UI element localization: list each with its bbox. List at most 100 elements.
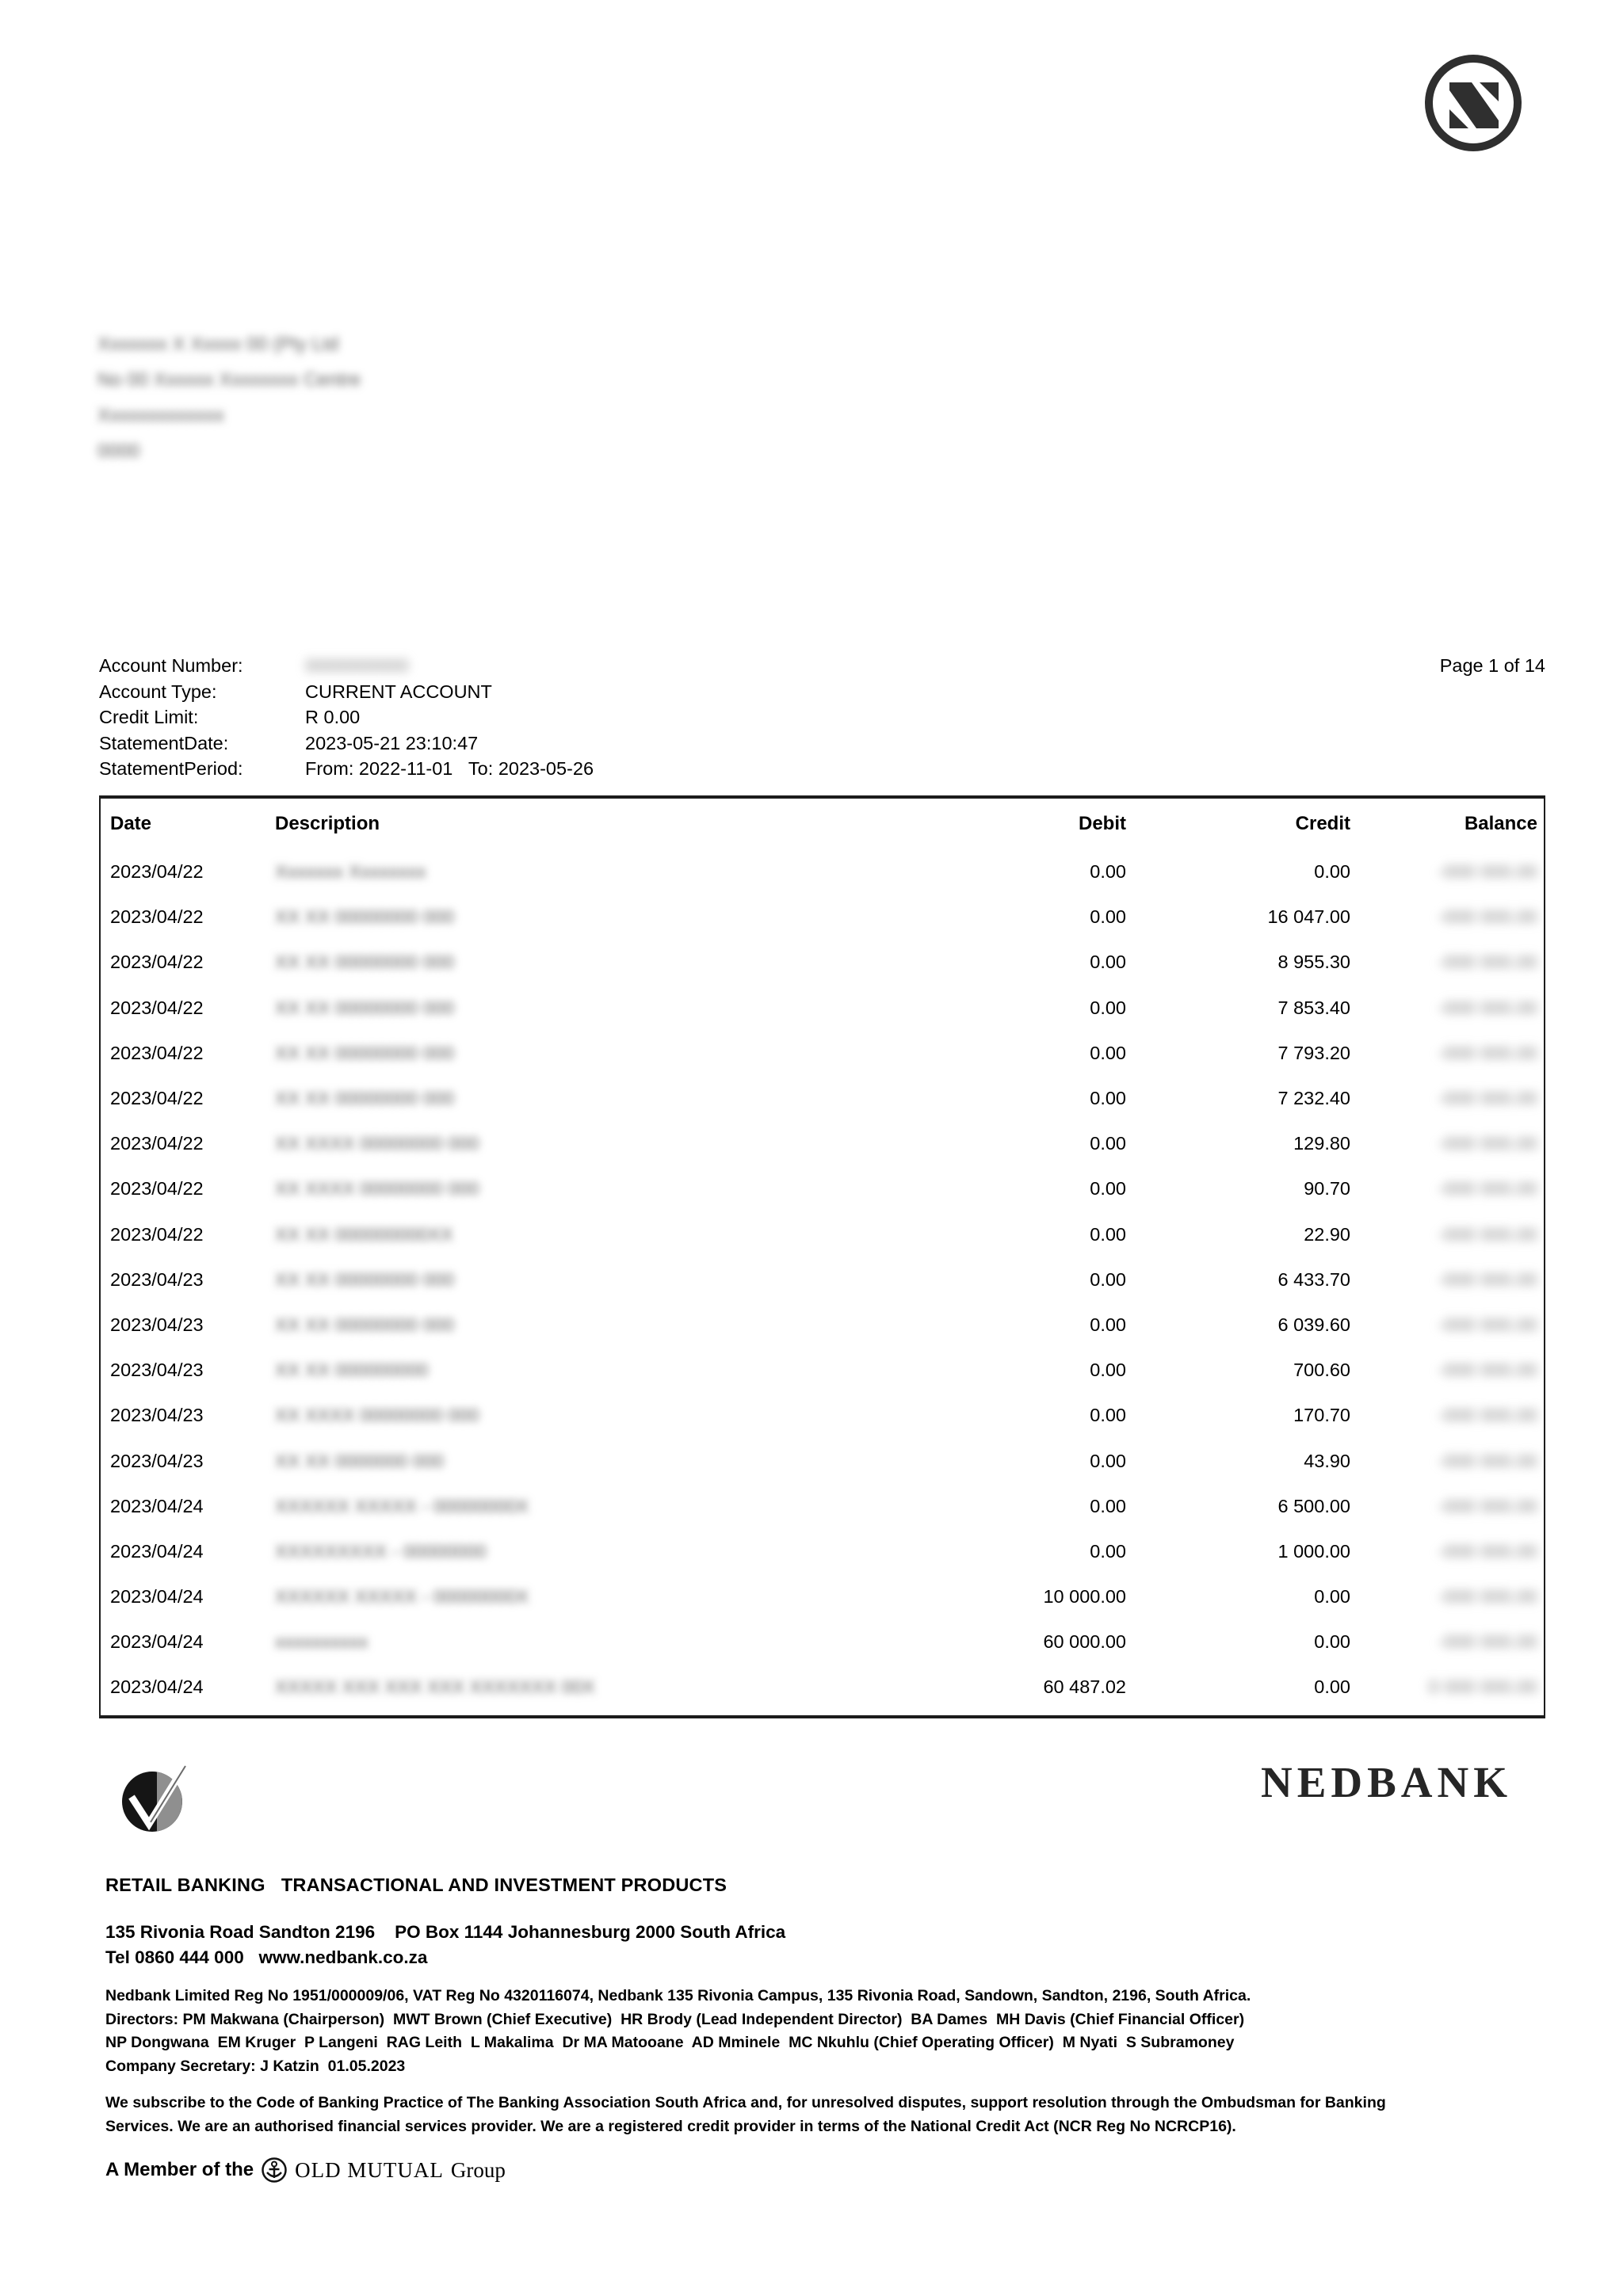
cell-credit: 1 000.00 bbox=[1277, 1540, 1350, 1562]
legal-text: Nedbank Limited Reg No 1951/000009/06, V… bbox=[105, 1985, 1500, 2078]
table-row: 2023/04/24 XXXXXXXXX - 00000000 0.00 1 0… bbox=[101, 1529, 1544, 1574]
cell-description-redacted: XX XXXX 00000000 000 bbox=[275, 1405, 479, 1426]
cell-date: 2023/04/22 bbox=[110, 1133, 204, 1154]
table-row: 2023/04/22 XX XX 00000000 000 0.00 7 793… bbox=[101, 1031, 1544, 1076]
table-row: 2023/04/22 XX XXXX 00000000 000 0.00 90.… bbox=[101, 1166, 1544, 1211]
cell-description-redacted: XX XX 000000000 bbox=[275, 1360, 429, 1381]
legal-line: Nedbank Limited Reg No 1951/000009/06, V… bbox=[105, 1987, 1251, 2004]
cell-description-redacted: XX XXXX 00000000 000 bbox=[275, 1178, 479, 1199]
cell-credit: 90.70 bbox=[1304, 1178, 1350, 1199]
cell-description-redacted: XX XX 00000000 000 bbox=[275, 906, 455, 928]
cell-credit: 7 853.40 bbox=[1277, 997, 1350, 1018]
cell-balance-redacted: -000 000.00 bbox=[1438, 1586, 1537, 1608]
cell-credit: 6 500.00 bbox=[1277, 1495, 1350, 1516]
cell-date: 2023/04/22 bbox=[110, 952, 204, 973]
cell-credit: 6 039.60 bbox=[1277, 1314, 1350, 1335]
cell-debit: 0.00 bbox=[1090, 1495, 1126, 1516]
cell-debit: 0.00 bbox=[1090, 861, 1126, 883]
recipient-address-redacted: Xxxxxxx X Xxxxx 00 (Pty Ltd No 00 Xxxxxx… bbox=[97, 326, 361, 469]
disclaimer-line: Services. We are an authorised financial… bbox=[105, 2117, 1236, 2135]
table-header-row: Date Description Debit Credit Balance bbox=[101, 799, 1544, 849]
page-indicator: Page 1 of 14 bbox=[1439, 655, 1545, 676]
legal-line: Company Secretary: J Katzin 01.05.2023 bbox=[105, 2057, 406, 2075]
cell-debit: 0.00 bbox=[1090, 1042, 1126, 1063]
table-row: 2023/04/22 Xxxxxxx Xxxxxxxx 0.00 0.00 -0… bbox=[101, 849, 1544, 894]
cell-description-redacted: XX XX 00000000 000 bbox=[275, 1088, 455, 1109]
account-type-row: Account Type: CURRENT ACCOUNT bbox=[99, 679, 594, 705]
cell-date: 2023/04/24 bbox=[110, 1586, 204, 1608]
cell-balance-redacted: -000 000.00 bbox=[1438, 1631, 1537, 1653]
cell-debit: 0.00 bbox=[1090, 1178, 1126, 1199]
cell-debit: 60 000.00 bbox=[1043, 1631, 1126, 1653]
member-suffix: Group bbox=[450, 2157, 506, 2182]
cell-debit: 0.00 bbox=[1090, 1223, 1126, 1245]
recipient-line: Xxxxxxx X Xxxxx 00 (Pty Ltd bbox=[97, 334, 339, 355]
cell-debit: 0.00 bbox=[1090, 1540, 1126, 1562]
column-header-description: Description bbox=[275, 813, 380, 834]
cell-description-redacted: XX XX 00000000 000 bbox=[275, 1268, 455, 1290]
cell-balance-redacted: -000 000.00 bbox=[1438, 861, 1537, 883]
cell-debit: 0.00 bbox=[1090, 1268, 1126, 1290]
cell-debit: 0.00 bbox=[1090, 1133, 1126, 1154]
cell-description-redacted: XX XX 0000000 000 bbox=[275, 1450, 444, 1471]
cell-description-redacted: XXXXXXXXX - 00000000 bbox=[275, 1540, 487, 1562]
cell-balance-redacted: -000 000.00 bbox=[1438, 1450, 1537, 1471]
account-type-value: CURRENT ACCOUNT bbox=[305, 681, 492, 702]
table-row: 2023/04/23 XX XX 00000000 000 0.00 6 433… bbox=[101, 1257, 1544, 1302]
cell-balance-redacted: -000 000.00 bbox=[1438, 1360, 1537, 1381]
cell-credit: 0.00 bbox=[1314, 861, 1350, 883]
column-header-balance: Balance bbox=[1464, 813, 1537, 834]
cell-description-redacted: XX XXXX 00000000 000 bbox=[275, 1133, 479, 1154]
cell-description-redacted: XXXXXX XXXXX - 00000000X bbox=[275, 1586, 529, 1608]
cell-credit: 7 232.40 bbox=[1277, 1088, 1350, 1109]
table-row: 2023/04/24 xxxxxxxxxx 60 000.00 0.00 -00… bbox=[101, 1619, 1544, 1665]
division-line: RETAIL BANKING TRANSACTIONAL AND INVESTM… bbox=[105, 1875, 727, 1895]
statement-date-label: StatementDate: bbox=[99, 732, 229, 753]
cell-balance-redacted: -000 000.00 bbox=[1438, 997, 1537, 1018]
cell-credit: 0.00 bbox=[1314, 1586, 1350, 1608]
old-mutual-wordmark: OLD MUTUAL bbox=[295, 2157, 444, 2182]
cell-balance-redacted: -000 000.00 bbox=[1438, 1314, 1537, 1335]
statement-period-value: From: 2022-11-01 To: 2023-05-26 bbox=[305, 758, 594, 779]
cell-balance-redacted: 0 000 000.00 bbox=[1428, 1676, 1537, 1698]
cell-balance-redacted: -000 000.00 bbox=[1438, 1042, 1537, 1063]
column-header-date: Date bbox=[110, 813, 152, 834]
disclaimer-text: We subscribe to the Code of Banking Prac… bbox=[105, 2092, 1516, 2138]
cell-debit: 10 000.00 bbox=[1043, 1586, 1126, 1608]
footer-address-line: 135 Rivonia Road Sandton 2196 PO Box 114… bbox=[105, 1922, 786, 1942]
account-number-value-redacted: 0000000000 bbox=[305, 655, 409, 676]
statement-table: Date Description Debit Credit Balance 20… bbox=[99, 795, 1545, 1718]
table-row: 2023/04/24 XXXXXX XXXXX - 00000000X 10 0… bbox=[101, 1574, 1544, 1619]
legal-line: Directors: PM Makwana (Chairperson) MWT … bbox=[105, 2010, 1245, 2028]
cell-date: 2023/04/23 bbox=[110, 1314, 204, 1335]
cell-balance-redacted: -000 000.00 bbox=[1438, 1178, 1537, 1199]
cell-debit: 60 487.02 bbox=[1043, 1676, 1126, 1698]
old-mutual-emblem-icon bbox=[262, 2157, 287, 2183]
account-type-label: Account Type: bbox=[99, 681, 217, 702]
cell-credit: 43.90 bbox=[1304, 1450, 1350, 1471]
cell-balance-redacted: -000 000.00 bbox=[1438, 1540, 1537, 1562]
cell-date: 2023/04/23 bbox=[110, 1268, 204, 1290]
statement-date-value: 2023-05-21 23:10:47 bbox=[305, 732, 479, 753]
cell-description-redacted: XXXXX XXX XXX XXX XXXXXXX 00X bbox=[275, 1676, 595, 1698]
statement-date-row: StatementDate: 2023-05-21 23:10:47 bbox=[99, 730, 594, 757]
cell-credit: 16 047.00 bbox=[1267, 906, 1350, 928]
cell-credit: 8 955.30 bbox=[1277, 952, 1350, 973]
cell-credit: 700.60 bbox=[1293, 1360, 1350, 1381]
column-header-credit: Credit bbox=[1295, 813, 1350, 834]
cell-balance-redacted: -000 000.00 bbox=[1438, 1133, 1537, 1154]
statement-period-row: StatementPeriod: From: 2022-11-01 To: 20… bbox=[99, 756, 594, 782]
member-prefix: A Member of the bbox=[105, 2159, 254, 2180]
recipient-line: Xxxxxxxxxxxxx bbox=[97, 405, 225, 426]
cell-credit: 22.90 bbox=[1304, 1223, 1350, 1245]
table-row: 2023/04/24 XXXXXX XXXXX - 00000000X 0.00… bbox=[101, 1484, 1544, 1529]
cell-description-redacted: XXXXXX XXXXX - 00000000X bbox=[275, 1495, 529, 1516]
cell-credit: 129.80 bbox=[1293, 1133, 1350, 1154]
cell-description-redacted: XX XX 00000000 000 bbox=[275, 1042, 455, 1063]
footer-contact-line: Tel 0860 444 000 www.nedbank.co.za bbox=[105, 1947, 428, 1967]
cell-balance-redacted: -000 000.00 bbox=[1438, 1223, 1537, 1245]
nedbank-wordmark: NEDBANK bbox=[1260, 1758, 1512, 1806]
table-row: 2023/04/22 XX XXXX 00000000 000 0.00 129… bbox=[101, 1121, 1544, 1166]
account-number-row: Account Number: 0000000000 bbox=[99, 653, 594, 679]
table-body: 2023/04/22 Xxxxxxx Xxxxxxxx 0.00 0.00 -0… bbox=[101, 849, 1544, 1715]
